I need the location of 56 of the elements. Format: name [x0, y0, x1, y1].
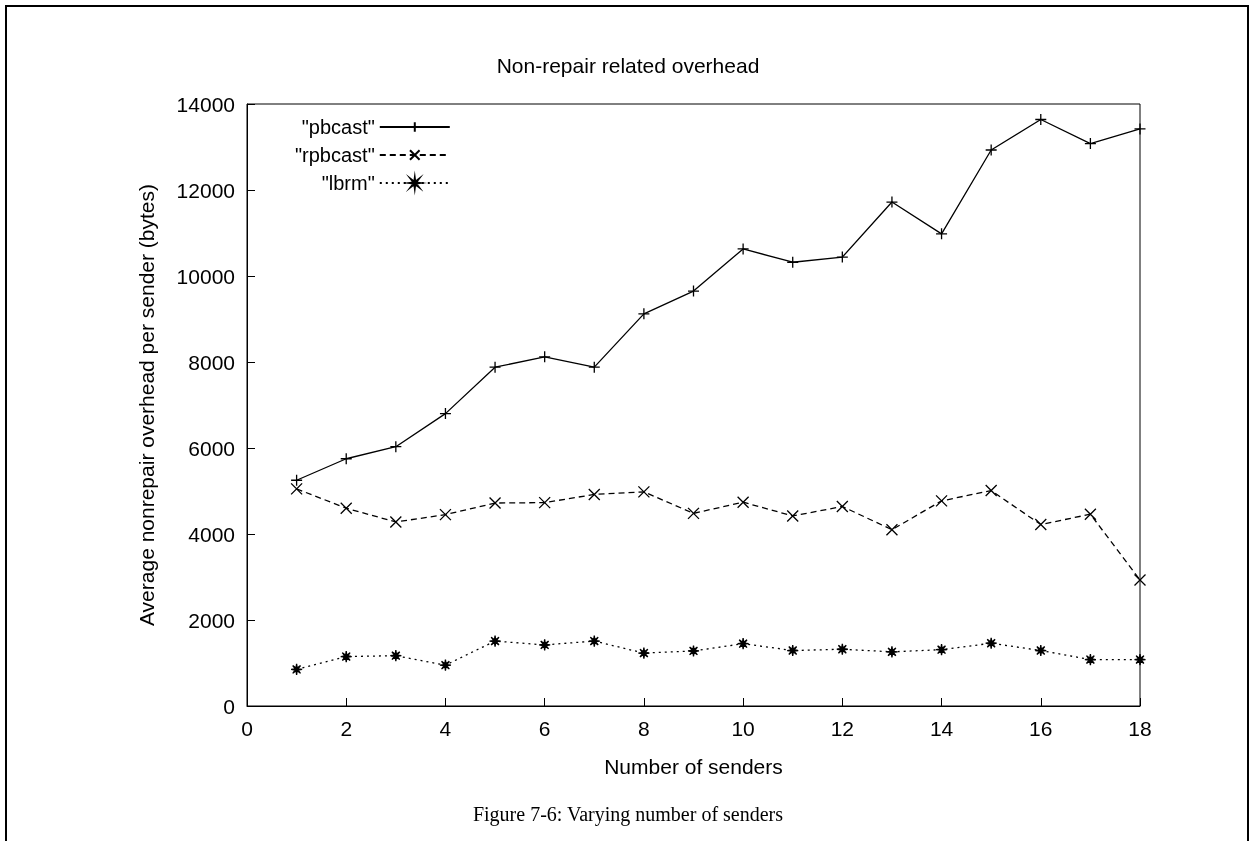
- point: [885, 523, 899, 536]
- point: [687, 284, 700, 298]
- point: [736, 637, 750, 650]
- point: [1084, 508, 1097, 521]
- point: [1084, 137, 1097, 150]
- x-tick-label: 8: [638, 717, 650, 740]
- x-tick-label: 12: [830, 717, 855, 740]
- x-tick-label: 14: [929, 717, 954, 740]
- point: [1133, 573, 1147, 587]
- point: [389, 649, 402, 662]
- point: [538, 496, 551, 509]
- y-tick-label: 10000: [176, 264, 235, 288]
- chart-title: Non-repair related overhead: [496, 54, 760, 77]
- x-tick-label: 18: [1128, 717, 1152, 740]
- y-tick-label: 2000: [188, 608, 235, 632]
- point: [935, 227, 948, 241]
- x-tick-label: 0: [241, 717, 253, 740]
- point: [389, 515, 402, 529]
- y-tick-label: 0: [223, 694, 235, 718]
- point: [985, 637, 998, 650]
- point: [985, 484, 998, 497]
- point: [637, 646, 651, 660]
- legend-label: "lbrm": [321, 172, 375, 194]
- y-axis-title: Average nonrepair overhead per sender (bytes): [135, 183, 158, 627]
- y-tick-label: 4000: [188, 522, 235, 546]
- point: [488, 634, 502, 648]
- x-tick-label: 10: [731, 717, 755, 740]
- x-axis-title: Number of senders: [604, 755, 783, 778]
- point: [687, 507, 700, 520]
- y-tick-label: 12000: [176, 178, 235, 202]
- point: [885, 645, 899, 658]
- point: [836, 643, 849, 656]
- point: [340, 502, 353, 515]
- point: [637, 485, 651, 499]
- legend-label: "pbcast": [301, 116, 375, 138]
- point: [786, 509, 799, 523]
- x-tick-label: 4: [439, 717, 452, 740]
- point: [935, 494, 948, 508]
- caption: Figure 7-6: Varying number of senders: [471, 803, 785, 826]
- x-tick-label: 6: [538, 717, 551, 740]
- point: [488, 496, 502, 510]
- y-tick-label: 8000: [188, 350, 235, 374]
- point: [1034, 113, 1047, 126]
- x-tick-label: 16: [1029, 717, 1053, 740]
- point: [538, 638, 551, 652]
- point: [588, 488, 601, 501]
- x-tick-label: 2: [340, 717, 353, 740]
- point: [736, 496, 750, 509]
- point: [588, 634, 601, 648]
- point: [1034, 518, 1047, 531]
- point: [439, 407, 452, 420]
- legend-label: "rpbcast": [294, 144, 375, 166]
- y-tick-label: 14000: [176, 92, 235, 116]
- y-tick-label: 6000: [188, 436, 235, 460]
- point: [836, 500, 849, 513]
- point: [439, 508, 452, 521]
